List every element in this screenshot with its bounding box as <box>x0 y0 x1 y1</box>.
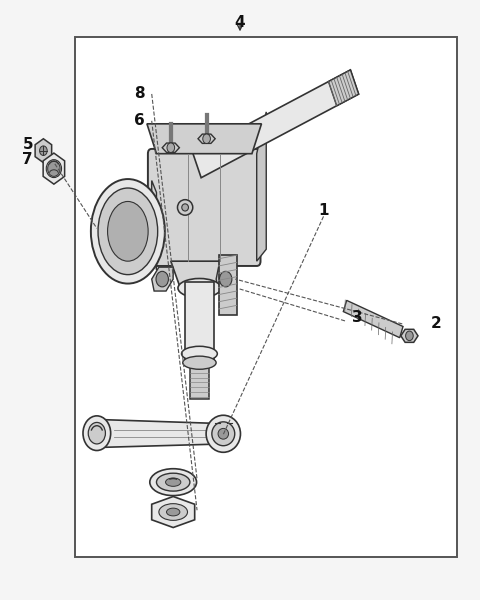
Ellipse shape <box>108 202 148 261</box>
Ellipse shape <box>178 278 221 298</box>
Bar <box>185 282 214 360</box>
Ellipse shape <box>46 160 61 178</box>
Circle shape <box>156 271 168 287</box>
Polygon shape <box>198 134 215 143</box>
Ellipse shape <box>182 204 189 211</box>
Circle shape <box>39 146 47 155</box>
Polygon shape <box>401 329 418 343</box>
Polygon shape <box>193 70 359 178</box>
Ellipse shape <box>159 503 188 520</box>
Ellipse shape <box>218 428 228 439</box>
Polygon shape <box>35 139 52 163</box>
Ellipse shape <box>156 473 190 491</box>
Polygon shape <box>216 267 235 291</box>
Ellipse shape <box>83 416 111 451</box>
Polygon shape <box>343 301 403 338</box>
Polygon shape <box>152 181 156 270</box>
Polygon shape <box>43 153 65 184</box>
Text: 3: 3 <box>352 310 362 325</box>
Polygon shape <box>152 267 173 291</box>
Ellipse shape <box>88 422 106 444</box>
Text: 2: 2 <box>430 316 441 331</box>
Polygon shape <box>147 124 262 154</box>
Ellipse shape <box>98 188 157 275</box>
Text: 1: 1 <box>318 203 329 218</box>
Bar <box>191 357 208 398</box>
Circle shape <box>167 143 175 152</box>
Polygon shape <box>97 419 223 448</box>
Ellipse shape <box>206 415 240 452</box>
Polygon shape <box>152 496 195 527</box>
Text: 7: 7 <box>23 152 33 167</box>
Ellipse shape <box>91 179 165 284</box>
Polygon shape <box>328 70 359 106</box>
Circle shape <box>406 331 413 341</box>
Text: 4: 4 <box>235 15 245 30</box>
Circle shape <box>48 161 60 176</box>
Ellipse shape <box>178 200 193 215</box>
Ellipse shape <box>181 346 217 361</box>
Text: 8: 8 <box>134 86 145 101</box>
Ellipse shape <box>150 469 197 496</box>
Text: 6: 6 <box>134 113 145 128</box>
Ellipse shape <box>183 356 216 369</box>
Bar <box>75 37 457 557</box>
FancyBboxPatch shape <box>148 149 261 266</box>
Polygon shape <box>171 261 228 288</box>
Polygon shape <box>257 112 266 261</box>
Circle shape <box>219 271 232 287</box>
Circle shape <box>203 134 210 143</box>
Text: 5: 5 <box>23 137 33 152</box>
Ellipse shape <box>166 478 181 487</box>
Polygon shape <box>162 143 180 152</box>
Ellipse shape <box>167 508 180 516</box>
Bar <box>218 255 237 315</box>
Ellipse shape <box>212 422 235 446</box>
